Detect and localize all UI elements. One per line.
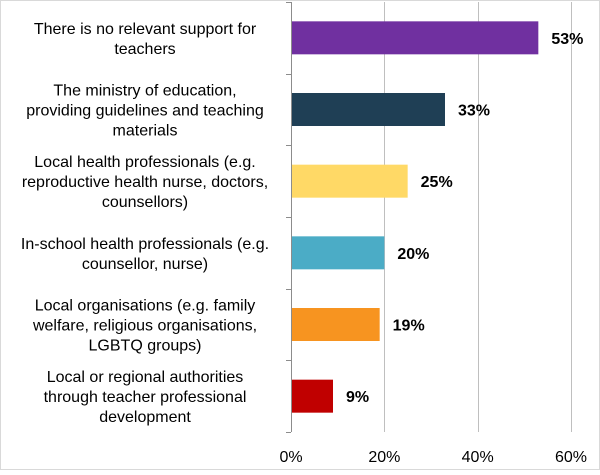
bar bbox=[292, 164, 408, 198]
data-label: 9% bbox=[346, 389, 369, 406]
category-label: In-school health professionals (e.g. coun… bbox=[21, 236, 269, 273]
x-tick-label: 40% bbox=[462, 449, 494, 466]
category-label: There is no relevant support for teachers bbox=[34, 21, 257, 58]
bar bbox=[292, 21, 539, 55]
data-label: 20% bbox=[397, 246, 429, 263]
data-label: 19% bbox=[393, 318, 425, 335]
bar bbox=[292, 93, 445, 126]
category-label: Local organisations (e.g. family welfare,… bbox=[32, 298, 257, 355]
data-label: 25% bbox=[421, 174, 453, 191]
bar bbox=[292, 379, 333, 413]
bar bbox=[292, 236, 385, 270]
data-label: 33% bbox=[458, 103, 490, 120]
x-tick-label: 0% bbox=[279, 449, 302, 466]
data-label: 53% bbox=[551, 31, 583, 48]
category-label: Local health professionals (e.g. reproduc… bbox=[22, 154, 268, 211]
category-label: The ministry of education, providing guid… bbox=[26, 83, 264, 140]
x-tick-label: 20% bbox=[368, 449, 400, 466]
bar bbox=[292, 308, 380, 341]
category-label: Local or regional authorities through tea… bbox=[44, 369, 247, 426]
x-tick-label: 60% bbox=[555, 449, 587, 466]
